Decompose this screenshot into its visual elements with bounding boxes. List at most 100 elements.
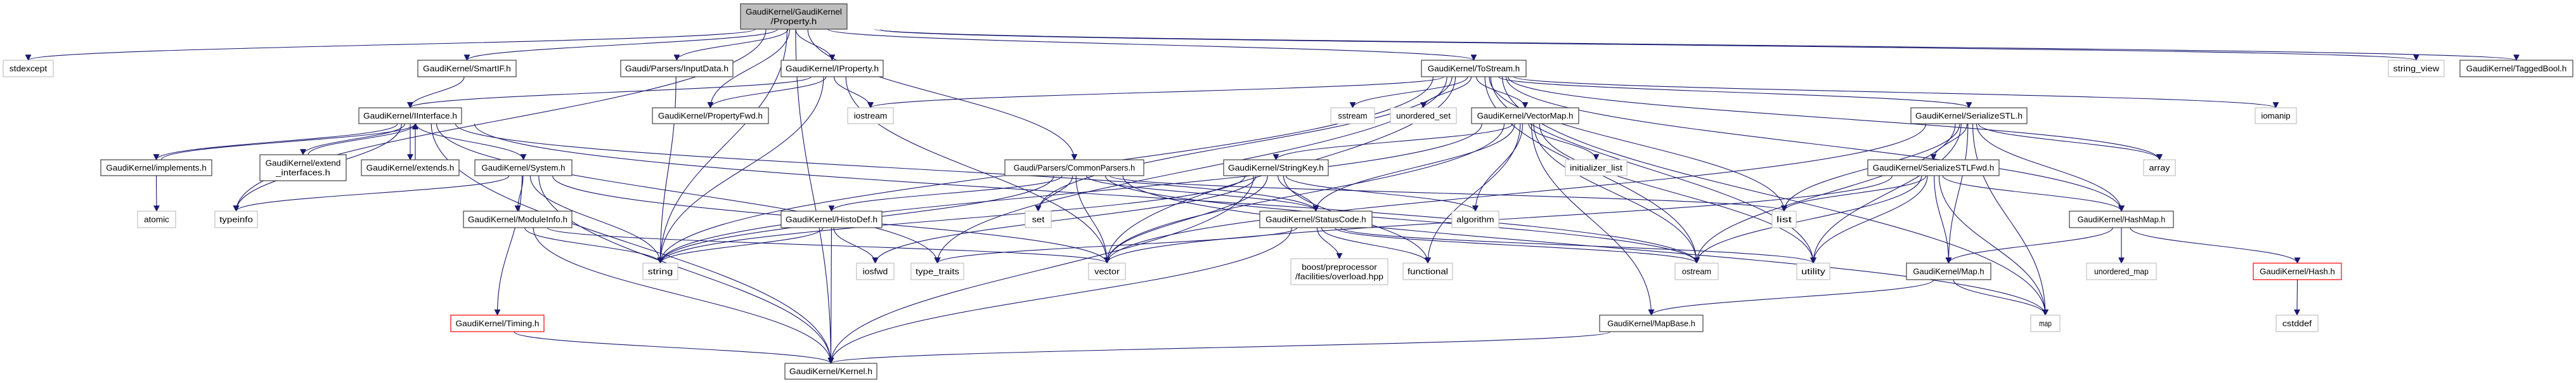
node-atomic: atomic: [137, 211, 176, 228]
node-sstream: sstream: [1330, 107, 1375, 124]
edge-vectormap-to-string: [657, 123, 1482, 264]
edge-moduleinfo-to-string: [524, 227, 664, 264]
node-box: [2143, 159, 2176, 176]
edge-statuscode-to-boost_overload: [1316, 227, 1343, 259]
node-extends[interactable]: GaudiKernel/extends.h: [361, 159, 460, 176]
node-string_view: string_view: [2388, 60, 2445, 77]
node-label: GaudiKernel/SmartIF.h: [423, 64, 511, 74]
node-array: array: [2143, 159, 2176, 176]
node-stringkey[interactable]: GaudiKernel/StringKey.h: [1223, 159, 1329, 176]
node-tostream[interactable]: GaudiKernel/ToStream.h: [1421, 60, 1527, 77]
node-statuscode[interactable]: GaudiKernel/StatusCode.h: [1259, 211, 1373, 228]
edge-statuscode-to-functional: [1321, 227, 1431, 264]
node-label: GaudiKernel/ModuleInfo.h: [468, 215, 567, 224]
node-iproperty[interactable]: GaudiKernel/IProperty.h: [780, 60, 884, 77]
node-serializestl[interactable]: GaudiKernel/SerializeSTL.h: [1910, 107, 2028, 124]
node-label: GaudiKernel/PropertyFwd.h: [658, 111, 763, 120]
node-box: [450, 315, 545, 332]
edge-vectormap-to-utility: [1539, 123, 1816, 264]
edge-statuscode-to-utility: [1340, 227, 1816, 264]
edge-vectormap-to-vector: [1104, 123, 1505, 264]
edge-vectormap-to-algorithm: [1472, 123, 1524, 212]
node-utility: utility: [1796, 263, 1830, 280]
node-boost_overload: boost/preprocessor/facilities/overload.h…: [1290, 258, 1388, 285]
node-stdexcept: stdexcept: [3, 60, 54, 77]
edge-serializestl-to-serializestlfwd: [1930, 123, 1968, 160]
edge-serializestlfwd-to-utility: [1810, 175, 1928, 264]
node-label: boost/preprocessor: [1302, 263, 1378, 272]
edge-statuscode-to-kernel: [827, 227, 1292, 364]
node-propertyfwd[interactable]: GaudiKernel/PropertyFwd.h: [652, 107, 769, 124]
edge-serializestl-to-array: [1977, 123, 2163, 160]
node-label: GaudiKernel/Kernel.h: [789, 367, 872, 376]
node-implements[interactable]: GaudiKernel/implements.h: [100, 159, 212, 176]
node-box: [780, 211, 883, 228]
node-box: [259, 154, 347, 181]
edge-tostream-to-iomanip: [1513, 76, 2279, 108]
node-algorithm: algorithm: [1451, 211, 1499, 228]
edge-property-to-smartif: [463, 29, 778, 61]
edge-vectormap-to-ostream: [1533, 123, 1700, 264]
edge-iinterface-to-type_traits: [436, 123, 941, 264]
edge-histodef-to-string: [657, 227, 824, 264]
node-moduleinfo[interactable]: GaudiKernel/ModuleInfo.h: [463, 211, 573, 228]
edge-iproperty-to-iostream: [833, 76, 874, 108]
edge-tostream-to-hashmap: [1506, 76, 2125, 212]
node-unordered_map: unordered_map: [2086, 263, 2157, 280]
edge-statuscode-to-type_traits: [934, 227, 1298, 264]
node-timing[interactable]: GaudiKernel/Timing.h: [450, 315, 545, 332]
edge-extend_interfaces-to-iinterface: [307, 123, 418, 155]
node-label: algorithm: [1456, 215, 1494, 224]
node-iomanip: iomanip: [2255, 107, 2297, 124]
node-box: [1451, 211, 1499, 228]
node-label: /Property.h: [771, 16, 817, 26]
edge-commonparsers-to-ostream: [1105, 175, 1700, 264]
node-box: [1290, 258, 1388, 285]
node-box: [214, 211, 258, 228]
edge-histodef-to-kernel: [827, 227, 834, 364]
edge-iinterface-to-ostream: [474, 123, 1700, 264]
node-system[interactable]: GaudiKernel/System.h: [474, 159, 573, 176]
node-box: [1796, 263, 1830, 280]
node-inputdata[interactable]: Gaudi/Parsers/InputData.h: [620, 60, 734, 77]
edge-serializestlfwd-to-map_h: [1934, 175, 1952, 264]
node-hashmap[interactable]: GaudiKernel/HashMap.h: [2069, 211, 2174, 228]
node-label: sstream: [1338, 111, 1367, 120]
node-label: unordered_map: [2094, 267, 2149, 276]
node-label: array: [2149, 163, 2171, 172]
node-box: [100, 159, 212, 176]
node-taggedbool[interactable]: GaudiKernel/TaggedBool.h: [2459, 60, 2573, 77]
edge-hashmap-to-hash: [2130, 227, 2301, 264]
edge-property-to-kernel: [795, 29, 834, 364]
edge-tostream-to-iostream: [867, 76, 1444, 108]
node-extend_interfaces[interactable]: GaudiKernel/extend_interfaces.h: [259, 154, 347, 181]
node-histodef[interactable]: GaudiKernel/HistoDef.h: [780, 211, 883, 228]
edge-commonparsers-to-vector: [1075, 175, 1110, 264]
node-iinterface[interactable]: GaudiKernel/IInterface.h: [358, 107, 462, 124]
node-smartif[interactable]: GaudiKernel/SmartIF.h: [417, 60, 517, 77]
node-box: [910, 263, 964, 280]
node-mapbase[interactable]: GaudiKernel/MapBase.h: [1599, 315, 1704, 332]
node-map_h[interactable]: GaudiKernel/Map.h: [1906, 263, 1991, 280]
edge-serializestl-to-ostream: [1693, 123, 1956, 264]
node-cstddef: cstddef: [2275, 315, 2319, 332]
node-kernel[interactable]: GaudiKernel/Kernel.h: [784, 363, 877, 380]
edge-statuscode-to-ostream: [1334, 227, 1700, 264]
node-commonparsers[interactable]: Gaudi/Parsers/CommonParsers.h: [1004, 159, 1144, 176]
node-label: GaudiKernel/ToStream.h: [1428, 64, 1520, 74]
node-hash[interactable]: GaudiKernel/Hash.h: [2253, 263, 2342, 280]
node-serializestlfwd[interactable]: GaudiKernel/SerializeSTLFwd.h: [1867, 159, 2000, 176]
node-property[interactable]: GaudiKernel/GaudiKernel/Property.h: [740, 3, 848, 30]
edge-map_h-to-mapbase: [1648, 279, 1934, 316]
edge-iproperty-to-iinterface: [407, 76, 812, 108]
node-label: iostream: [854, 111, 888, 120]
node-box: [620, 60, 734, 77]
node-map: map: [2030, 315, 2061, 332]
edge-system-to-kernel: [538, 175, 834, 364]
edge-serializestl-to-hashmap: [1976, 123, 2125, 212]
node-box: [2253, 263, 2342, 280]
node-vectormap[interactable]: GaudiKernel/VectorMap.h: [1471, 107, 1579, 124]
node-box: [1906, 263, 1991, 280]
node-label: unordered_set: [1396, 111, 1451, 120]
node-box: [847, 107, 894, 124]
